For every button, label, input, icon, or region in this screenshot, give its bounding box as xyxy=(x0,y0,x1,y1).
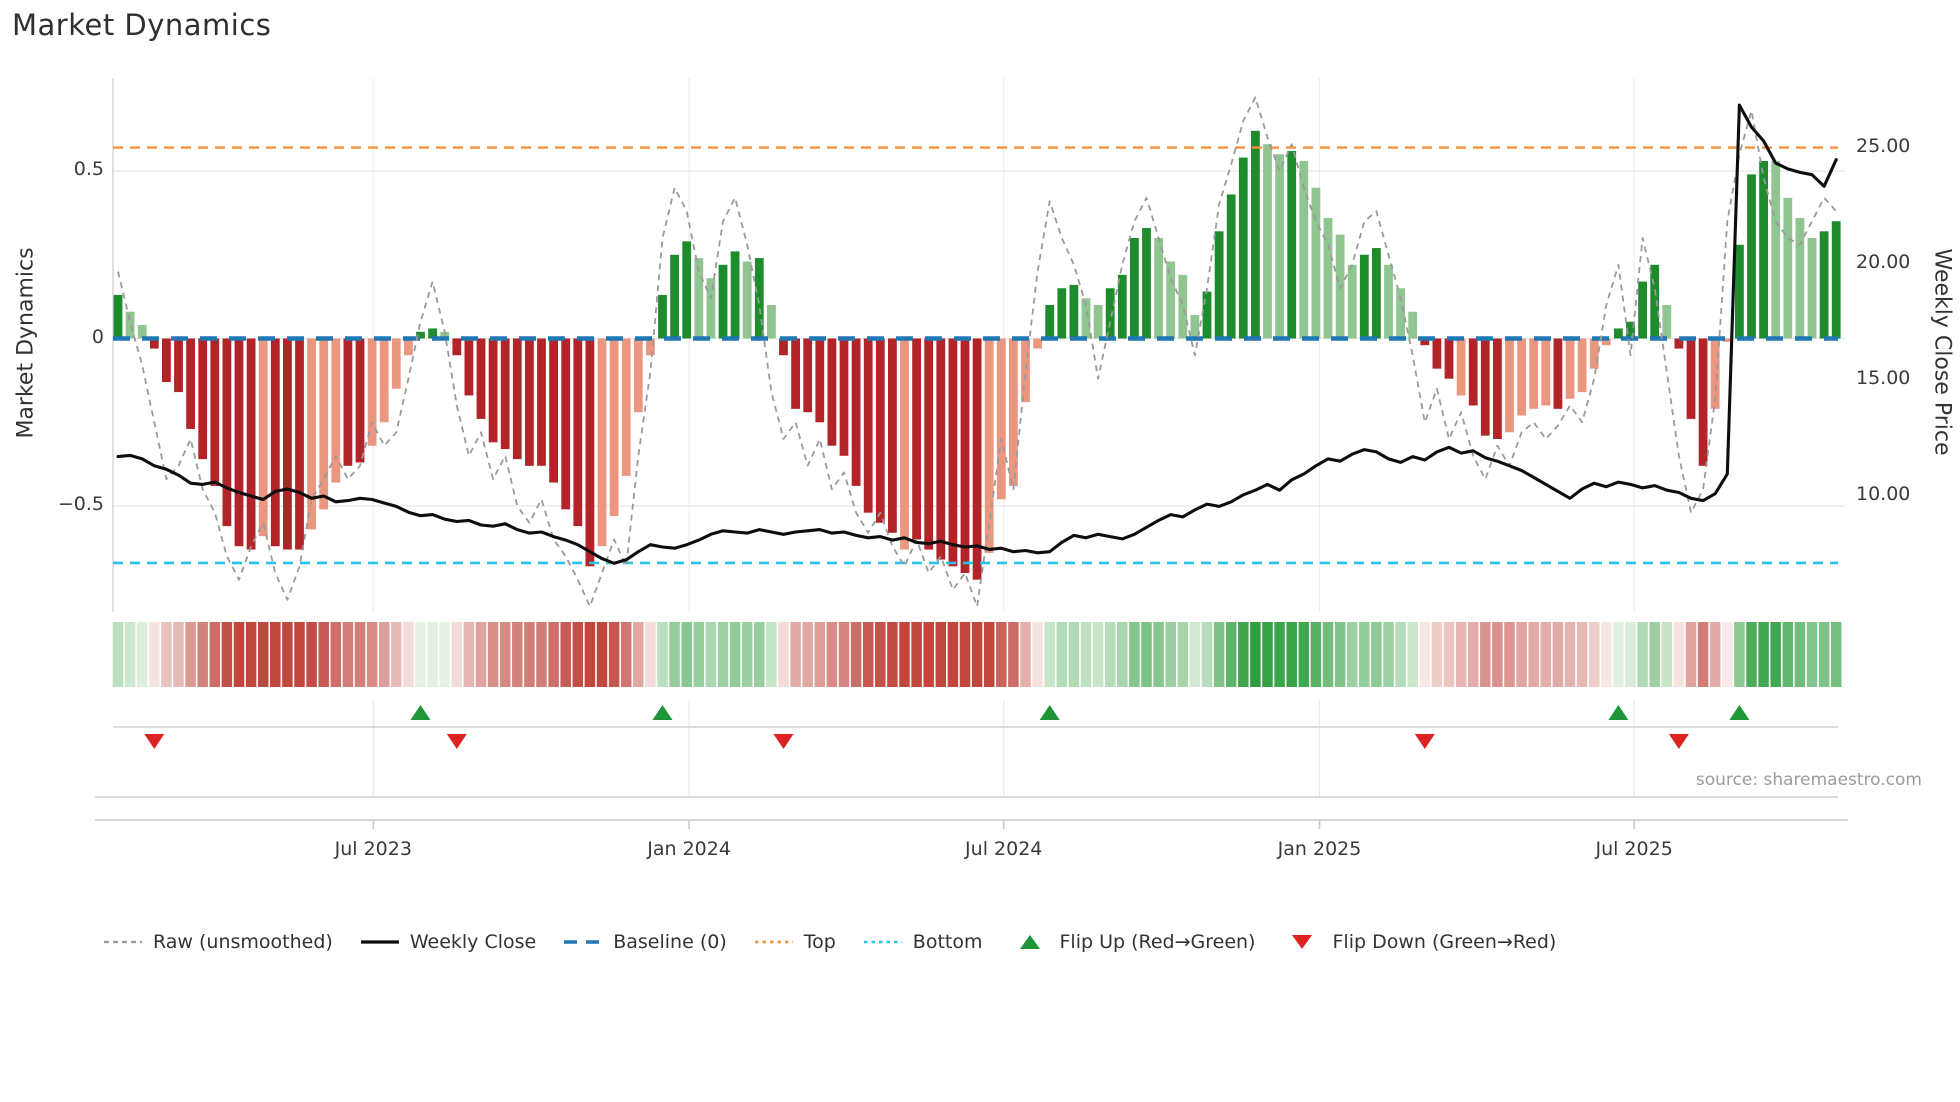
legend: Raw (unsmoothed) Weekly Close Baseline (… xyxy=(103,926,1556,958)
legend-item-top: Top xyxy=(754,931,836,953)
legend-item-bottom: Bottom xyxy=(863,931,983,953)
flip-up-triangle-icon xyxy=(1010,933,1050,951)
top-line-icon xyxy=(754,933,794,951)
price-tick-20: 20.00 xyxy=(1856,251,1911,273)
x-tick-jan-2025: Jan 2025 xyxy=(1277,838,1362,860)
legend-label: Baseline (0) xyxy=(613,931,727,953)
legend-item-flip-down: Flip Down (Green→Red) xyxy=(1282,931,1556,953)
price-tick-25: 25.00 xyxy=(1856,135,1911,157)
legend-label: Bottom xyxy=(912,931,983,953)
bottom-line-icon xyxy=(863,933,903,951)
legend-item-weekly-close: Weekly Close xyxy=(360,931,536,953)
legend-label: Flip Down (Green→Red) xyxy=(1332,931,1557,953)
legend-item-raw: Raw (unsmoothed) xyxy=(103,931,333,953)
chart-title: Market Dynamics xyxy=(12,8,272,42)
source-credit: source: sharemaestro.com xyxy=(1695,770,1922,790)
y-tick-0: 0 xyxy=(91,325,104,348)
price-tick-15: 15.00 xyxy=(1856,367,1911,389)
legend-label: Raw (unsmoothed) xyxy=(153,931,333,953)
x-tick-jul-2024: Jul 2024 xyxy=(965,838,1043,860)
x-tick-jul-2023: Jul 2023 xyxy=(334,838,412,860)
right-axis-label: Weekly Close Price xyxy=(1929,248,1955,456)
legend-label: Flip Up (Red→Green) xyxy=(1059,931,1256,953)
weekly-close-line-icon xyxy=(360,933,400,951)
y-tick-neg0.5: −0.5 xyxy=(57,493,104,515)
raw-line-icon xyxy=(103,933,143,951)
baseline-line-icon xyxy=(563,933,603,951)
x-tick-jul-2025: Jul 2025 xyxy=(1595,838,1673,860)
legend-item-flip-up: Flip Up (Red→Green) xyxy=(1010,931,1256,953)
flip-down-triangle-icon xyxy=(1282,933,1322,951)
legend-label: Top xyxy=(803,931,836,953)
legend-item-baseline: Baseline (0) xyxy=(563,931,727,953)
x-tick-jan-2024: Jan 2024 xyxy=(647,838,731,860)
legend-label: Weekly Close xyxy=(409,931,537,953)
y-tick-0.5: 0.5 xyxy=(73,158,104,180)
price-tick-10: 10.00 xyxy=(1856,483,1911,505)
